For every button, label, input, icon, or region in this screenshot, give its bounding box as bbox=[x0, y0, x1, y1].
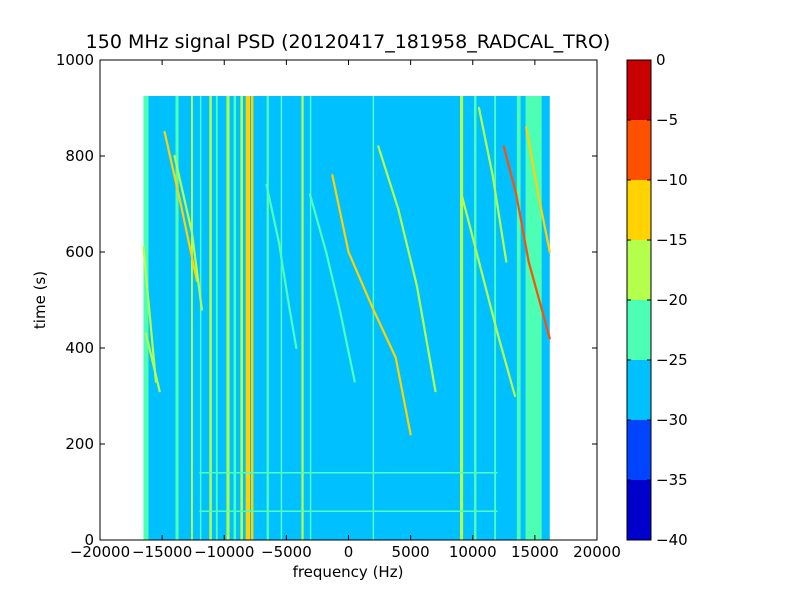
colorbar-segment bbox=[627, 420, 651, 480]
colorbar-segment bbox=[627, 360, 651, 420]
y-tick-label: 400 bbox=[65, 339, 94, 357]
vertical-band bbox=[525, 96, 542, 540]
vertical-band bbox=[494, 96, 497, 540]
colorbar-tick-label: −10 bbox=[656, 171, 688, 189]
colorbar-tick-label: −30 bbox=[656, 411, 688, 429]
vertical-band bbox=[460, 96, 464, 540]
colorbar-tick-label: −15 bbox=[656, 231, 688, 249]
x-tick-label: −10000 bbox=[194, 543, 254, 561]
drift-line bbox=[144, 332, 161, 393]
y-axis: 0 200 400 600 800 1000 bbox=[56, 51, 597, 549]
y-axis-label: time (s) bbox=[31, 271, 49, 329]
drift-line bbox=[163, 130, 199, 282]
vertical-band bbox=[372, 96, 375, 540]
x-tick-label: 20000 bbox=[573, 543, 621, 561]
x-tick-label: 0 bbox=[344, 543, 354, 561]
colorbar-segment bbox=[627, 180, 651, 240]
x-tick-label: −20000 bbox=[70, 543, 130, 561]
vertical-band bbox=[245, 96, 251, 540]
vertical-band bbox=[226, 96, 230, 540]
vertical-band bbox=[240, 96, 243, 540]
x-axis-label: frequency (Hz) bbox=[293, 563, 404, 581]
colorbar-tick-label: −35 bbox=[656, 471, 688, 489]
colorbar-segment bbox=[627, 480, 651, 540]
drift-line bbox=[173, 154, 203, 311]
y-tick-label: 0 bbox=[84, 531, 94, 549]
x-tick-label: −15000 bbox=[132, 543, 192, 561]
y-tick-label: 1000 bbox=[56, 51, 94, 69]
drift-line bbox=[477, 106, 508, 263]
vertical-band bbox=[266, 96, 269, 540]
vertical-band bbox=[143, 96, 149, 540]
chart-title: 150 MHz signal PSD (20120417_181958_RADC… bbox=[86, 31, 611, 53]
drift-line bbox=[308, 193, 356, 383]
y-tick-label: 800 bbox=[65, 147, 94, 165]
vertical-band bbox=[309, 96, 312, 540]
colorbar-segment bbox=[627, 300, 651, 360]
x-tick-label: 5000 bbox=[392, 543, 430, 561]
colorbar-segment bbox=[627, 120, 651, 180]
drift-line bbox=[460, 193, 517, 398]
colorbar-tick-label: −25 bbox=[656, 351, 688, 369]
colorbar-segment bbox=[627, 60, 651, 120]
vertical-band bbox=[199, 96, 202, 540]
vertical-band bbox=[175, 96, 179, 540]
vertical-band bbox=[280, 96, 283, 540]
colorbar-tick-label: −20 bbox=[656, 291, 688, 309]
x-tick-label: −5000 bbox=[261, 543, 312, 561]
plot-area bbox=[142, 96, 551, 540]
vertical-band bbox=[473, 96, 477, 540]
vertical-band bbox=[516, 96, 521, 540]
colorbar: −40 −35 −30 −25 −20 −15 −10 −5 0 bbox=[626, 51, 688, 549]
colorbar-tick-label: −5 bbox=[656, 111, 678, 129]
vertical-band bbox=[301, 96, 304, 540]
drift-line bbox=[525, 126, 551, 254]
drift-line bbox=[502, 145, 551, 340]
colorbar-tick-label: −40 bbox=[656, 531, 688, 549]
drift-line bbox=[377, 145, 437, 393]
x-tick-label: 15000 bbox=[511, 543, 559, 561]
y-tick-label: 600 bbox=[65, 243, 94, 261]
colorbar-segment bbox=[627, 240, 651, 300]
y-tick-label: 200 bbox=[65, 435, 94, 453]
drift-line bbox=[265, 183, 298, 350]
drift-line bbox=[331, 174, 412, 436]
vertical-band bbox=[209, 96, 212, 540]
vertical-band bbox=[191, 96, 193, 540]
vertical-band bbox=[250, 96, 254, 540]
x-tick-label: 10000 bbox=[449, 543, 497, 561]
vertical-band bbox=[215, 96, 218, 540]
vertical-band bbox=[233, 96, 237, 540]
colorbar-tick-label: 0 bbox=[656, 51, 666, 69]
x-axis: −20000 −15000 −10000 −5000 0 5000 10000 15000 20… bbox=[70, 60, 621, 561]
drift-line bbox=[142, 246, 158, 383]
